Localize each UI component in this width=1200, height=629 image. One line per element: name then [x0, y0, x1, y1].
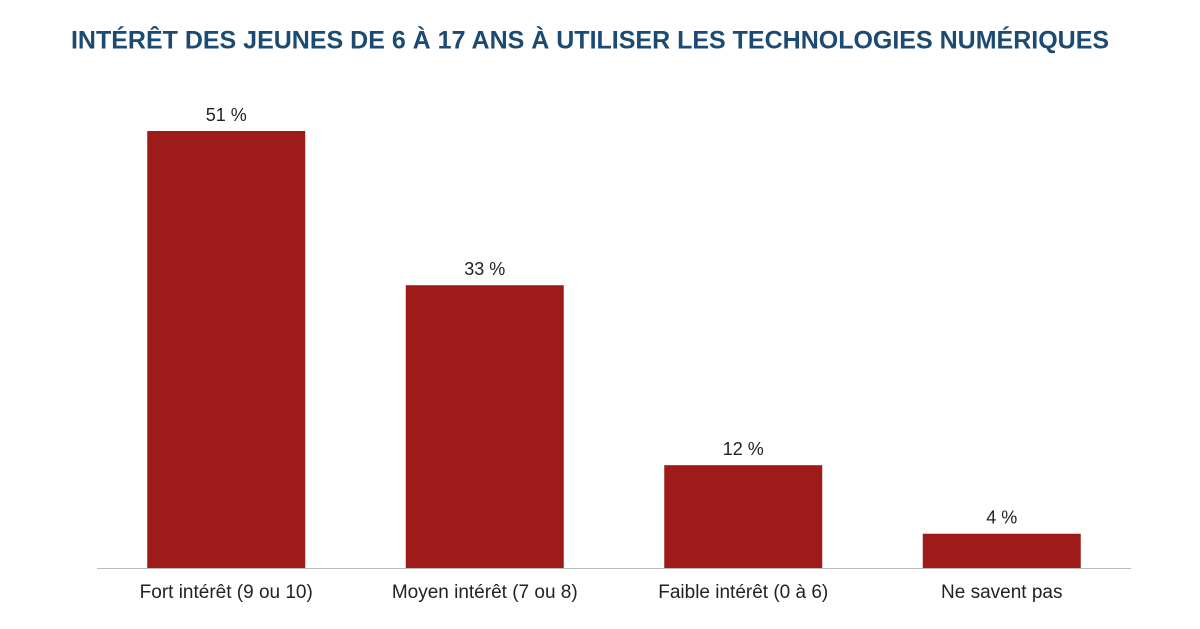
- x-tick-label: Moyen intérêt (7 ou 8): [392, 582, 578, 603]
- bar: [147, 131, 306, 568]
- value-label: 12 %: [723, 439, 764, 459]
- x-tick-label: Ne savent pas: [941, 582, 1062, 603]
- x-tick-label: Fort intérêt (9 ou 10): [140, 582, 313, 603]
- chart-title: INTÉRÊT DES JEUNES DE 6 À 17 ANS À UTILI…: [71, 25, 1109, 55]
- bar: [405, 285, 564, 568]
- x-tick-label: Faible intérêt (0 à 6): [658, 582, 828, 603]
- value-label: 33 %: [464, 259, 505, 279]
- bar: [922, 533, 1081, 568]
- bar: [664, 465, 823, 568]
- value-label: 4 %: [986, 507, 1017, 527]
- value-label: 51 %: [206, 105, 247, 125]
